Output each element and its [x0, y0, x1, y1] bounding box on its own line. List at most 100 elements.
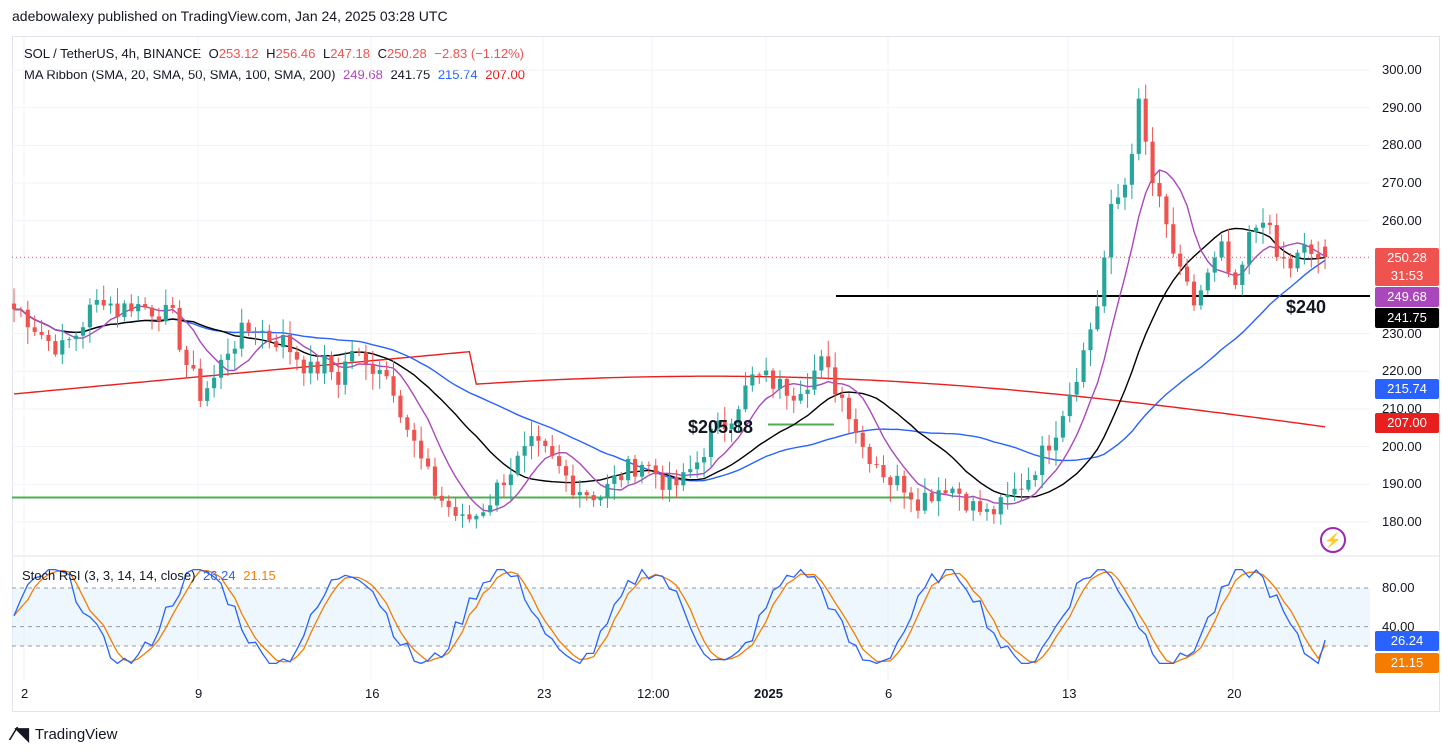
- candle-body: [681, 472, 686, 486]
- low-value: 247.18: [330, 46, 370, 61]
- last-price-badge: 250.28: [1375, 248, 1439, 268]
- candle-body: [688, 469, 693, 473]
- price-tick-label: 260.00: [1382, 212, 1422, 228]
- time-tick-label: 12:00: [637, 686, 670, 701]
- open-label: O: [208, 46, 219, 61]
- candle-body: [1233, 272, 1238, 285]
- ma-ribbon-label[interactable]: MA Ribbon (SMA, 20, SMA, 50, SMA, 100, S…: [24, 67, 336, 82]
- candle-body: [11, 303, 17, 310]
- candle-body: [225, 353, 230, 360]
- time-tick-label: 6: [885, 686, 893, 701]
- candle-body: [957, 488, 962, 494]
- candle-body: [1081, 350, 1086, 382]
- candle-body: [129, 303, 134, 312]
- candle-body: [784, 378, 789, 396]
- price-tick-label: 220.00: [1382, 363, 1422, 379]
- time-tick-label: 20: [1227, 686, 1242, 701]
- open-value: 253.12: [218, 46, 259, 61]
- candle-body: [370, 364, 375, 374]
- candle-body: [708, 428, 714, 458]
- candle-body: [653, 465, 658, 475]
- stoch-label[interactable]: Stoch RSI (3, 3, 14, 14, close): [22, 568, 196, 583]
- stoch-d-badge: 21.15: [1375, 653, 1439, 673]
- candle-body: [494, 482, 500, 506]
- price-tick-label: 200.00: [1382, 438, 1422, 454]
- candle-body: [136, 304, 141, 312]
- candle-body: [791, 395, 796, 401]
- candle-body: [1212, 257, 1217, 273]
- candle-body: [1316, 253, 1321, 259]
- candle-body: [1150, 141, 1155, 184]
- candle-body: [777, 378, 783, 389]
- candle-body: [398, 395, 403, 418]
- candle-body: [736, 409, 741, 424]
- ma-legend: MA Ribbon (SMA, 20, SMA, 50, SMA, 100, S…: [24, 67, 529, 82]
- candle-body: [274, 341, 279, 348]
- candle-body: [1226, 241, 1231, 273]
- candle-body: [1012, 488, 1017, 495]
- candle-body: [1053, 437, 1059, 451]
- candle-body: [363, 352, 368, 365]
- candle-body: [1171, 224, 1176, 254]
- candle-body: [895, 475, 900, 486]
- time-tick-label: 9: [195, 686, 203, 701]
- candle-body: [1323, 246, 1328, 258]
- candle-body: [467, 514, 472, 520]
- close-label: C: [377, 46, 387, 61]
- candle-body: [453, 507, 458, 516]
- candle-body: [860, 432, 865, 447]
- candle-body: [805, 389, 810, 394]
- candle-body: [826, 356, 831, 368]
- candle-body: [1247, 232, 1252, 265]
- chart-frame[interactable]: [12, 36, 1440, 712]
- candle-body: [543, 440, 548, 447]
- candle-body: [94, 299, 99, 305]
- candle-body: [1288, 258, 1293, 269]
- candle-body: [163, 304, 168, 322]
- candle-body: [1129, 153, 1134, 185]
- stoch-legend: Stoch RSI (3, 3, 14, 14, close) 26.24 21…: [22, 568, 280, 583]
- candle-body: [563, 466, 569, 476]
- ma200-line: [13, 350, 1326, 428]
- high-label: H: [266, 46, 276, 61]
- change-value: −2.83 (−1.12%): [434, 46, 524, 61]
- stoch-k-badge: 26.24: [1375, 631, 1439, 651]
- high-value: 256.46: [275, 46, 316, 61]
- level-205-label: $205.88: [688, 417, 754, 437]
- candle-body: [998, 497, 1003, 515]
- candle-body: [46, 334, 51, 342]
- candle-body: [184, 349, 189, 366]
- candle-body: [460, 514, 465, 516]
- candle-body: [695, 462, 700, 470]
- candle-body: [1102, 257, 1107, 307]
- candle-body: [267, 330, 272, 342]
- candle-body: [1281, 257, 1286, 259]
- candle-body: [743, 385, 748, 410]
- candle-body: [881, 464, 886, 478]
- candle-body: [488, 505, 493, 513]
- symbol-label[interactable]: SOL / TetherUS, 4h, BINANCE: [24, 46, 202, 61]
- candle-body: [888, 477, 893, 486]
- lightning-icon[interactable]: ⚡: [1320, 527, 1346, 553]
- candle-body: [1164, 196, 1169, 225]
- candle-body: [1033, 475, 1038, 480]
- candle-body: [660, 474, 665, 490]
- candle-body: [598, 498, 603, 501]
- candle-body: [1088, 329, 1093, 351]
- candle-body: [412, 429, 417, 441]
- candle-body: [1260, 222, 1266, 228]
- low-label: L: [322, 46, 331, 61]
- candle-body: [501, 482, 507, 486]
- candle-body: [915, 499, 921, 511]
- candle-body: [391, 376, 396, 396]
- ma20-value: 249.68: [343, 67, 383, 82]
- stoch-tick-80: 80.00: [1382, 580, 1415, 595]
- stoch-k-value: 26.24: [203, 568, 236, 583]
- candle-body: [1185, 266, 1190, 282]
- candle-body: [198, 368, 203, 401]
- candle-body: [67, 339, 72, 341]
- candle-body: [239, 322, 244, 349]
- candle-body: [1116, 197, 1121, 204]
- candle-body: [1047, 445, 1052, 451]
